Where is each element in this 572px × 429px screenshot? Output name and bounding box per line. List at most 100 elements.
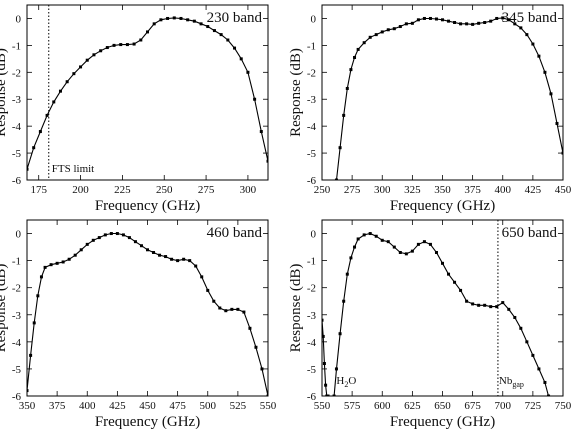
y-tick-label: -1 xyxy=(307,256,316,268)
data-point xyxy=(501,16,505,20)
data-point xyxy=(561,151,563,155)
data-point xyxy=(236,307,240,311)
data-point xyxy=(246,70,250,74)
chart-panel-2: 350 375 400 425 450 475 500 525 550 0 -1 -2 -3 -4 -5 -6… xyxy=(0,219,277,429)
data-point xyxy=(253,97,257,101)
data-point xyxy=(194,264,198,268)
data-point xyxy=(146,30,149,34)
data-point xyxy=(362,233,366,237)
data-point xyxy=(322,362,326,366)
data-point xyxy=(324,383,328,387)
y-tick-label: -5 xyxy=(307,364,317,376)
data-point xyxy=(349,68,353,72)
data-point xyxy=(170,257,174,261)
y-tick-label: -1 xyxy=(307,40,316,52)
data-point xyxy=(212,29,216,33)
data-point xyxy=(349,256,353,260)
x-axis-label: Frequency (GHz) xyxy=(95,198,200,214)
data-point xyxy=(121,233,125,237)
y-axis-label: Response (dB) xyxy=(288,264,304,353)
data-point xyxy=(368,35,372,39)
data-point xyxy=(543,70,547,74)
data-point xyxy=(334,178,338,180)
data-point xyxy=(483,21,487,24)
data-point xyxy=(386,240,390,244)
data-point xyxy=(159,18,163,22)
x-axis-label: Frequency (GHz) xyxy=(390,198,495,214)
y-tick-label: 0 xyxy=(311,13,317,25)
x-tick-label: 650 xyxy=(434,400,451,412)
x-tick-label: 675 xyxy=(464,400,481,412)
data-point xyxy=(99,49,103,53)
series-line xyxy=(335,17,563,180)
y-tick-label: -1 xyxy=(12,40,21,52)
data-point xyxy=(186,18,190,22)
data-point xyxy=(356,47,360,51)
data-point xyxy=(219,33,223,37)
data-point xyxy=(549,92,553,96)
data-point xyxy=(179,16,183,20)
y-tick-label: -6 xyxy=(12,175,22,187)
data-point xyxy=(32,321,36,325)
x-tick-label: 725 xyxy=(525,400,542,412)
series-line xyxy=(333,232,550,396)
x-axis-label: Frequency (GHz) xyxy=(95,414,200,429)
series-line xyxy=(322,320,328,396)
data-point xyxy=(218,306,222,310)
data-point xyxy=(428,16,432,20)
data-point xyxy=(459,22,463,26)
y-tick-label: -3 xyxy=(12,310,22,322)
data-point xyxy=(52,100,56,104)
data-point xyxy=(362,41,366,45)
data-point xyxy=(61,260,65,264)
chart-panel-0: 175 200 225 250 275 300 0 -1 -2 -3 -4 -5 -6 Frequency… xyxy=(0,4,269,214)
x-tick-label: 400 xyxy=(495,184,512,196)
plot-frame xyxy=(26,4,269,181)
data-point xyxy=(266,394,268,396)
data-point xyxy=(380,30,384,34)
data-point xyxy=(398,250,402,254)
data-point xyxy=(392,27,396,31)
data-point xyxy=(206,288,210,292)
data-point xyxy=(72,72,76,76)
data-point xyxy=(38,130,42,134)
data-point xyxy=(537,367,541,371)
data-point xyxy=(483,303,487,307)
data-point xyxy=(242,310,246,314)
data-point xyxy=(434,250,438,254)
data-point xyxy=(139,38,143,42)
x-tick-label: 550 xyxy=(314,400,331,412)
x-tick-label: 375 xyxy=(464,184,481,196)
data-point xyxy=(239,57,243,61)
x-tick-label: 700 xyxy=(495,400,512,412)
data-point xyxy=(152,250,156,254)
data-point xyxy=(441,261,444,265)
data-point xyxy=(105,46,109,50)
band-label: 460 band xyxy=(207,225,263,241)
data-point xyxy=(368,232,372,236)
y-tick-label: -3 xyxy=(12,94,22,106)
data-point xyxy=(543,380,547,384)
data-point xyxy=(27,389,29,393)
data-point xyxy=(266,159,268,163)
y-tick-label: -5 xyxy=(307,148,317,160)
y-tick-label: -5 xyxy=(12,364,22,376)
x-tick-label: 325 xyxy=(404,184,421,196)
y-tick-label: -4 xyxy=(307,337,317,349)
annotation-label: Nbgap xyxy=(499,375,524,389)
data-point xyxy=(32,146,36,150)
data-point xyxy=(230,307,234,311)
x-tick-label: 550 xyxy=(260,400,277,412)
data-point xyxy=(422,240,426,244)
data-point xyxy=(85,242,89,246)
x-tick-label: 350 xyxy=(19,400,36,412)
data-point xyxy=(342,299,346,303)
data-point xyxy=(471,302,475,306)
y-tick-label: -4 xyxy=(307,121,317,133)
x-tick-label: 450 xyxy=(555,184,572,196)
data-point xyxy=(428,242,432,246)
data-point xyxy=(43,265,47,269)
data-point xyxy=(392,245,396,249)
plot-frame xyxy=(321,4,564,181)
x-tick-label: 275 xyxy=(344,184,361,196)
